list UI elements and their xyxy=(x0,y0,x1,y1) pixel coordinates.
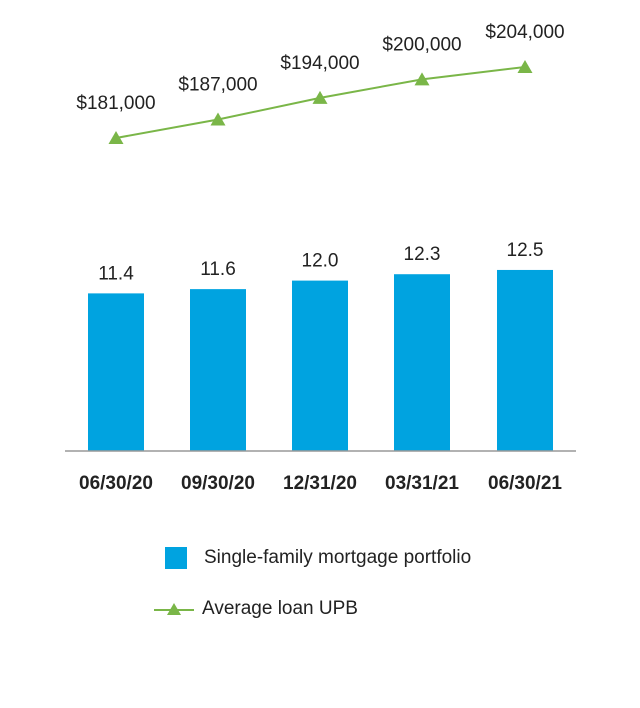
x-tick-label-2: 09/30/20 xyxy=(181,473,255,494)
upb-marker-4 xyxy=(414,72,430,86)
average-loan-upb-labels: $181,000 $187,000 $194,000 $200,000 $204,000 xyxy=(76,22,564,114)
x-tick-label-3: 12/31/20 xyxy=(283,473,357,494)
upb-marker-5 xyxy=(517,60,533,73)
upb-value-label-5: $204,000 xyxy=(485,22,564,43)
average-loan-upb-markers xyxy=(108,60,533,144)
bar-value-labels: 11.4 11.6 12.0 12.3 12.5 xyxy=(98,240,543,284)
x-tick-label-4: 03/31/21 xyxy=(385,473,459,494)
upb-value-label-3: $194,000 xyxy=(280,53,359,74)
upb-marker-1 xyxy=(108,131,124,144)
upb-value-label-4: $200,000 xyxy=(382,34,461,55)
bar-5 xyxy=(497,269,553,451)
x-tick-label-5: 06/30/21 xyxy=(488,473,562,494)
bar-value-label-4: 12.3 xyxy=(404,244,441,265)
bar-series xyxy=(88,269,553,451)
bar-value-label-2: 11.6 xyxy=(200,259,236,280)
bar-value-label-1: 11.4 xyxy=(98,263,134,284)
x-tick-label-1: 06/30/20 xyxy=(79,473,153,494)
x-axis-tick-labels: 06/30/20 09/30/20 12/31/20 03/31/21 06/30/21 xyxy=(79,473,562,494)
bar-value-label-3: 12.0 xyxy=(302,251,339,272)
bar-value-label-5: 12.5 xyxy=(507,240,544,261)
upb-value-label-1: $181,000 xyxy=(76,93,155,114)
bar-3 xyxy=(292,280,348,451)
upb-value-label-2: $187,000 xyxy=(178,74,257,95)
upb-marker-3 xyxy=(312,90,328,104)
bar-4 xyxy=(394,274,450,451)
bar-2 xyxy=(190,289,246,451)
upb-marker-2 xyxy=(210,112,226,126)
bar-1 xyxy=(88,293,144,451)
